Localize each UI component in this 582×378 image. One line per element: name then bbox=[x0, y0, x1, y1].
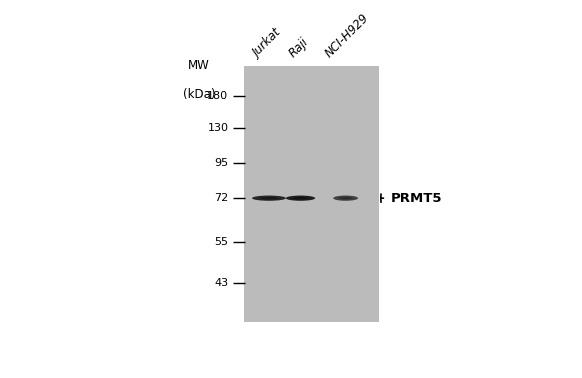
Text: (kDa): (kDa) bbox=[183, 88, 215, 101]
Text: MW: MW bbox=[188, 59, 210, 71]
Text: PRMT5: PRMT5 bbox=[391, 192, 442, 204]
Text: 95: 95 bbox=[214, 158, 228, 168]
Ellipse shape bbox=[339, 197, 353, 199]
Text: Raji: Raji bbox=[287, 35, 311, 60]
Text: 43: 43 bbox=[214, 277, 228, 288]
Text: NCI-H929: NCI-H929 bbox=[323, 11, 372, 60]
Text: Jurkat: Jurkat bbox=[251, 26, 285, 60]
Ellipse shape bbox=[252, 195, 286, 201]
Ellipse shape bbox=[333, 195, 358, 201]
Text: 180: 180 bbox=[207, 91, 228, 101]
Text: 55: 55 bbox=[214, 237, 228, 247]
Text: 130: 130 bbox=[207, 123, 228, 133]
Text: 72: 72 bbox=[214, 193, 228, 203]
Ellipse shape bbox=[293, 197, 308, 199]
Bar bbox=[244, 66, 379, 322]
Ellipse shape bbox=[260, 197, 278, 199]
Ellipse shape bbox=[286, 195, 315, 201]
